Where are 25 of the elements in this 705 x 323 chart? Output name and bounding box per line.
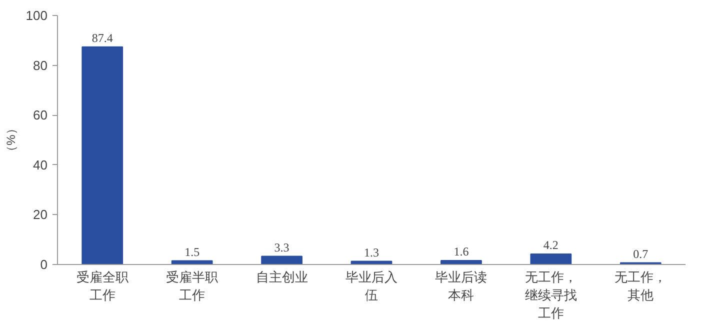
bar — [440, 260, 482, 264]
x-tick-label: 毕业后读本科 — [435, 270, 488, 302]
data-label: 4.2 — [543, 238, 558, 252]
data-label: 1.6 — [454, 244, 469, 259]
x-tick-label: 自主创业 — [256, 270, 308, 284]
x-tick-label: 受雇全职工作 — [76, 270, 128, 302]
x-tick-label: 受雇半职工作 — [166, 270, 218, 302]
data-label: 0.7 — [633, 246, 648, 261]
bar — [261, 256, 302, 264]
data-label: 3.3 — [274, 240, 290, 254]
data-label: 1.3 — [364, 245, 379, 260]
data-label: 1.5 — [184, 244, 200, 259]
y-tick-label: 80 — [33, 58, 48, 73]
y-tick-label: 0 — [40, 257, 48, 272]
x-tick-label: 毕业后入伍 — [346, 270, 398, 302]
y-tick-label: 60 — [33, 108, 48, 123]
bar — [82, 46, 124, 264]
bar — [530, 254, 572, 264]
y-tick-label: 20 — [33, 207, 48, 222]
x-tick-label: 无工作，继续寻找工作 — [524, 270, 577, 320]
y-axis-title: （%） — [4, 122, 18, 158]
x-tick-label: 无工作，其他 — [614, 270, 667, 302]
y-tick-label: 40 — [33, 157, 48, 172]
data-label: 87.4 — [92, 30, 113, 45]
y-tick-label: 100 — [26, 8, 48, 23]
